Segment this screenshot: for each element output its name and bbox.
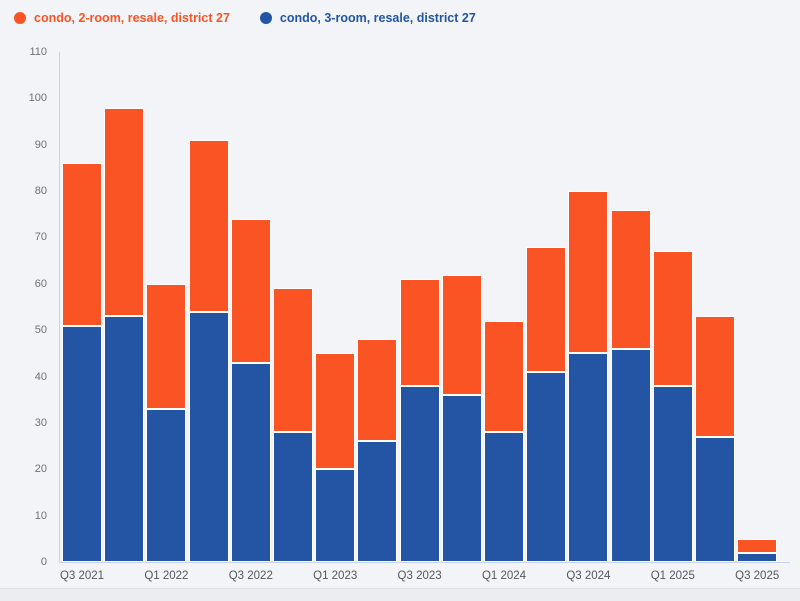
x-tick-label: Q1 2022 xyxy=(144,570,189,582)
bar-segment-2room-Q1-2022[interactable] xyxy=(146,283,187,409)
x-tick-label: Q3 2023 xyxy=(397,570,442,582)
bar-segment-3room-Q2-2022[interactable] xyxy=(188,311,229,562)
bar-segment-2room-Q4-2022[interactable] xyxy=(273,288,313,433)
y-tick-label: 90 xyxy=(34,138,47,151)
bar-segment-2room-Q4-2023[interactable] xyxy=(441,274,482,396)
legend-item-3room[interactable]: condo, 3-room, resale, district 27 xyxy=(259,11,476,25)
bar-segment-3room-Q3-2021[interactable] xyxy=(62,325,102,562)
y-tick-label: 40 xyxy=(34,370,47,383)
bar-segment-2room-Q3-2022[interactable] xyxy=(230,218,271,363)
y-axis-line xyxy=(59,52,60,562)
y-tick-label: 50 xyxy=(34,324,47,337)
legend-dot-icon xyxy=(259,12,272,24)
bar-segment-3room-Q3-2022[interactable] xyxy=(230,362,271,562)
legend-dot-icon xyxy=(14,12,26,24)
bar-segment-2room-Q1-2024[interactable] xyxy=(484,320,524,433)
bar-segment-3room-Q4-2022[interactable] xyxy=(273,432,313,562)
bar-segment-2room-Q2-2025[interactable] xyxy=(695,316,735,437)
bar-segment-2room-Q2-2024[interactable] xyxy=(526,246,567,372)
x-tick-label: Q3 2025 xyxy=(735,570,780,582)
y-tick-label: 10 xyxy=(34,509,47,522)
bar-segment-3room-Q3-2024[interactable] xyxy=(568,353,609,562)
y-tick-label: 0 xyxy=(40,556,47,568)
bar-segment-2room-Q2-2023[interactable] xyxy=(357,339,398,442)
bar-segment-3room-Q1-2025[interactable] xyxy=(652,385,693,562)
bar-segment-2room-Q1-2025[interactable] xyxy=(652,251,693,386)
x-tick-label: Q1 2025 xyxy=(650,570,695,582)
x-axis-line xyxy=(59,562,790,563)
legend-item-2room[interactable]: condo, 2-room, resale, district 27 xyxy=(14,11,230,25)
bar-segment-2room-Q3-2024[interactable] xyxy=(568,191,609,354)
y-tick-label: 70 xyxy=(34,231,47,244)
legend-item-label: condo, 2-room, resale, district 27 xyxy=(34,11,230,25)
y-tick-label: 30 xyxy=(34,416,47,429)
y-tick-label: 60 xyxy=(34,277,47,290)
legend-item-label: condo, 3-room, resale, district 27 xyxy=(279,11,476,25)
bar-segment-3room-Q2-2023[interactable] xyxy=(357,441,398,562)
y-tick-label: 20 xyxy=(34,463,47,476)
y-tick-label: 110 xyxy=(29,46,47,58)
bar-segment-2room-Q4-2024[interactable] xyxy=(610,209,651,349)
bar-segment-3room-Q4-2021[interactable] xyxy=(104,316,145,562)
bar-segment-3room-Q4-2023[interactable] xyxy=(441,395,482,562)
bar-segment-2room-Q1-2023[interactable] xyxy=(315,353,356,470)
bar-segment-2room-Q4-2021[interactable] xyxy=(104,107,145,317)
y-tick-label: 100 xyxy=(28,92,47,105)
bar-segment-2room-Q3-2025[interactable] xyxy=(737,538,778,553)
bar-segment-3room-Q4-2024[interactable] xyxy=(610,348,651,562)
x-tick-label: Q3 2021 xyxy=(59,570,105,582)
bar-segment-2room-Q2-2022[interactable] xyxy=(188,140,229,312)
bar-segment-3room-Q3-2025[interactable] xyxy=(737,552,778,562)
chart-legend: condo, 2-room, resale, district 27 condo,… xyxy=(14,6,476,30)
bar-segment-3room-Q2-2025[interactable] xyxy=(695,436,735,562)
x-tick-label: Q1 2024 xyxy=(481,570,527,582)
x-tick-label: Q3 2022 xyxy=(228,570,273,582)
bar-segment-3room-Q3-2023[interactable] xyxy=(399,385,440,562)
bar-segment-3room-Q1-2023[interactable] xyxy=(315,469,356,562)
bar-segment-2room-Q3-2021[interactable] xyxy=(62,163,102,326)
x-tick-label: Q1 2023 xyxy=(313,570,358,582)
bar-segment-3room-Q2-2024[interactable] xyxy=(526,371,567,562)
bar-segment-3room-Q1-2022[interactable] xyxy=(146,409,187,562)
bar-segment-2room-Q3-2023[interactable] xyxy=(399,279,440,386)
x-tick-label: Q3 2024 xyxy=(566,570,611,582)
page-bottom-strip xyxy=(0,588,800,601)
y-tick-label: 80 xyxy=(34,185,47,198)
bar-segment-3room-Q1-2024[interactable] xyxy=(484,432,524,562)
